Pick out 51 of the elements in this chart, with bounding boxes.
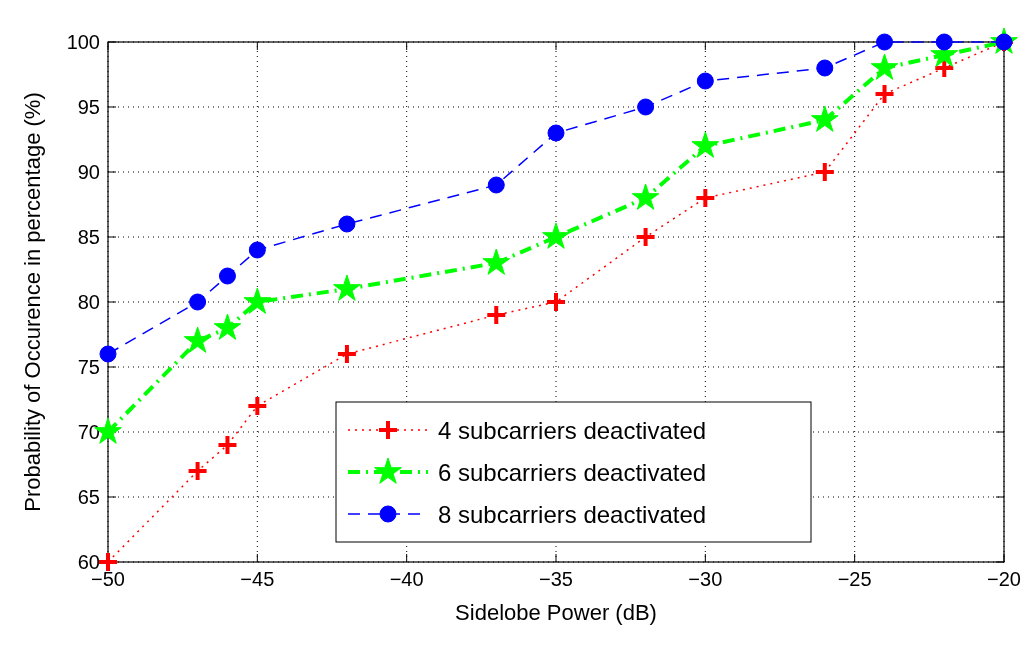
x-tick-label: −25: [837, 568, 872, 590]
legend-label: 4 subcarriers deactivated: [438, 417, 707, 444]
point: [243, 287, 272, 314]
point: [487, 176, 505, 194]
point: [813, 161, 836, 183]
point: [935, 33, 953, 51]
point: [691, 131, 720, 158]
point: [876, 33, 894, 51]
point: [873, 83, 896, 105]
point: [631, 183, 660, 210]
point: [218, 267, 236, 285]
y-tick-label: 100: [66, 31, 100, 53]
point: [99, 345, 117, 363]
point: [485, 304, 508, 326]
point: [810, 105, 839, 132]
x-tick-label: −45: [240, 568, 275, 590]
point: [183, 326, 212, 353]
y-tick-label: 85: [77, 226, 100, 248]
point: [542, 222, 570, 249]
point: [213, 313, 242, 340]
y-axis-title: Probability of Occurence in percentage (%): [20, 92, 45, 512]
point: [335, 343, 358, 365]
legend-label: 8 subcarriers deactivated: [438, 501, 707, 528]
point: [248, 241, 266, 259]
x-tick-label: −20: [987, 568, 1021, 590]
point: [816, 59, 834, 77]
y-tick-label: 75: [77, 356, 100, 378]
point: [545, 291, 567, 313]
point: [186, 460, 209, 482]
y-tick-label: 70: [77, 421, 100, 443]
point: [216, 434, 239, 456]
point: [637, 98, 655, 116]
point: [246, 395, 269, 417]
point: [634, 226, 657, 248]
legend-label: 6 subcarriers deactivated: [438, 459, 707, 486]
point: [338, 215, 356, 233]
point: [547, 124, 565, 142]
point: [694, 187, 717, 209]
y-tick-label: 65: [77, 486, 100, 508]
y-tick-label: 90: [77, 161, 100, 183]
x-tick-label: −30: [688, 568, 723, 590]
y-tick-label: 80: [77, 291, 100, 313]
x-tick-label: −35: [539, 568, 573, 590]
point: [482, 248, 511, 275]
y-tick-label: 95: [77, 96, 100, 118]
x-axis-title: Sidelobe Power (dB): [455, 600, 657, 625]
point: [333, 274, 361, 301]
point: [189, 293, 207, 311]
x-tick-label: −40: [389, 568, 424, 590]
point: [870, 53, 899, 80]
point: [696, 72, 714, 90]
